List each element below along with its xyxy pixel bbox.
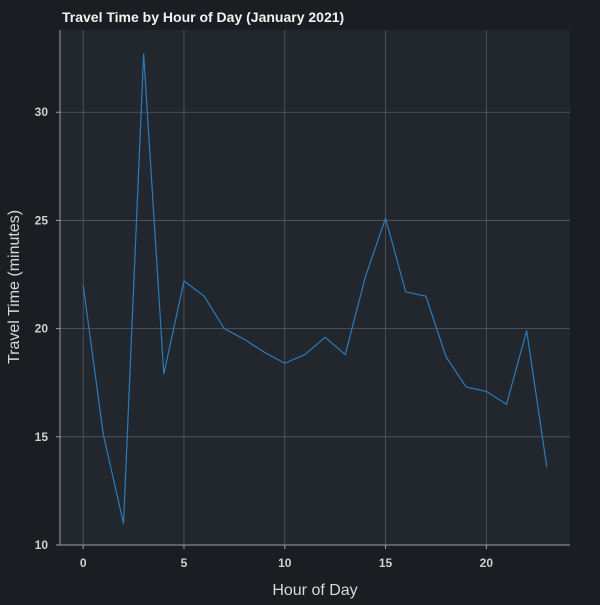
data-point	[142, 53, 144, 55]
data-point	[243, 338, 245, 340]
data-point	[284, 362, 286, 364]
y-tick-label: 20	[35, 322, 49, 336]
data-point	[525, 330, 527, 332]
x-tick-label: 0	[80, 556, 87, 570]
x-tick-label: 15	[379, 556, 393, 570]
y-tick-label: 30	[35, 105, 49, 119]
data-point	[405, 291, 407, 293]
data-point	[183, 280, 185, 282]
data-point	[324, 336, 326, 338]
data-point	[263, 351, 265, 353]
axes	[56, 30, 570, 549]
data-point	[102, 433, 104, 435]
x-tick-label: 10	[278, 556, 292, 570]
series-line	[82, 53, 548, 524]
data-point	[203, 295, 205, 297]
data-point	[304, 353, 306, 355]
y-axis-label: Travel Time (minutes)	[6, 210, 23, 364]
data-point	[223, 327, 225, 329]
data-point	[445, 356, 447, 358]
data-series	[82, 53, 548, 524]
data-point	[344, 353, 346, 355]
y-tick-label: 10	[35, 538, 49, 552]
data-point	[505, 403, 507, 405]
y-tick-label: 25	[35, 213, 49, 227]
tick-labels: 0 5 10 15 20 10 15 20 25 30	[35, 105, 494, 570]
x-axis-label: Hour of Day	[272, 582, 357, 599]
data-point	[163, 373, 165, 375]
x-tick-label: 5	[181, 556, 188, 570]
data-point	[384, 217, 386, 219]
data-point	[364, 275, 366, 277]
data-point	[425, 295, 427, 297]
chart-title: Travel Time by Hour of Day (January 2021…	[62, 9, 344, 25]
data-point	[122, 522, 124, 524]
data-point	[485, 390, 487, 392]
x-tick-label: 20	[480, 556, 494, 570]
plot-area	[60, 30, 570, 545]
data-point	[546, 466, 548, 468]
data-point	[82, 284, 84, 286]
y-tick-label: 15	[35, 430, 49, 444]
data-point	[465, 386, 467, 388]
